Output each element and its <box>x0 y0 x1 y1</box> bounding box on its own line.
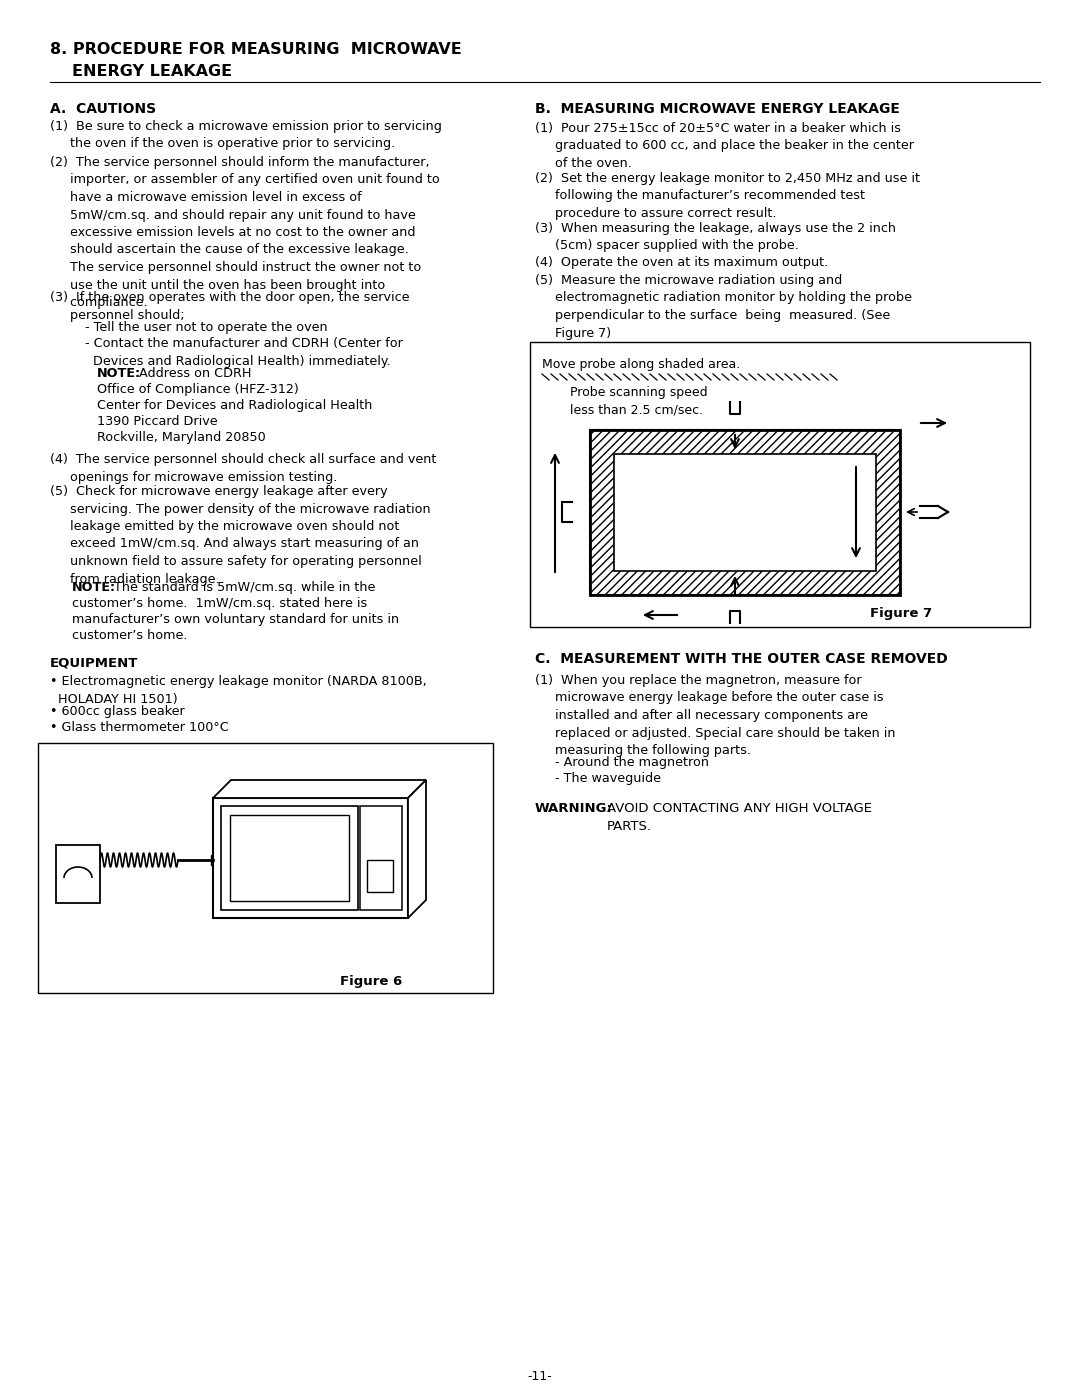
Bar <box>590 455 615 571</box>
Text: Probe scanning speed
less than 2.5 cm/sec.: Probe scanning speed less than 2.5 cm/se… <box>570 386 707 417</box>
Text: (5)  Check for microwave energy leakage after every
     servicing. The power de: (5) Check for microwave energy leakage a… <box>50 485 431 586</box>
Bar <box>590 571 900 595</box>
Text: AVOID CONTACTING ANY HIGH VOLTAGE: AVOID CONTACTING ANY HIGH VOLTAGE <box>607 802 872 816</box>
Bar <box>590 429 900 595</box>
Bar <box>615 455 876 571</box>
Polygon shape <box>213 781 426 797</box>
Bar <box>211 855 217 865</box>
Bar <box>530 341 1030 627</box>
Text: (2)  Set the energy leakage monitor to 2,450 MHz and use it
     following the m: (2) Set the energy leakage monitor to 2,… <box>535 172 920 220</box>
Bar <box>221 806 357 909</box>
Bar <box>590 429 900 455</box>
Bar <box>230 816 349 901</box>
Text: customer’s home.: customer’s home. <box>72 630 188 642</box>
Text: Figure 7: Figure 7 <box>870 607 932 620</box>
Text: (4)  The service personnel should check all surface and vent
     openings for m: (4) The service personnel should check a… <box>50 453 436 484</box>
Text: A.  CAUTIONS: A. CAUTIONS <box>50 102 157 116</box>
Text: Figure 6: Figure 6 <box>340 975 402 988</box>
Polygon shape <box>408 781 426 918</box>
Text: Center for Devices and Radiological Health: Center for Devices and Radiological Heal… <box>97 399 373 411</box>
Text: B.  MEASURING MICROWAVE ENERGY LEAKAGE: B. MEASURING MICROWAVE ENERGY LEAKAGE <box>535 102 900 116</box>
Bar <box>876 455 900 571</box>
Text: (2)  The service personnel should inform the manufacturer,
     importer, or ass: (2) The service personnel should inform … <box>50 157 440 309</box>
Text: (1)  Pour 275±15cc of 20±5°C water in a beaker which is
     graduated to 600 cc: (1) Pour 275±15cc of 20±5°C water in a b… <box>535 122 914 171</box>
Text: (3)  If the oven operates with the door open, the service
     personnel should;: (3) If the oven operates with the door o… <box>50 291 409 322</box>
Text: - Contact the manufacturer and CDRH (Center for
  Devices and Radiological Healt: - Contact the manufacturer and CDRH (Cen… <box>85 337 403 368</box>
Text: 8. PROCEDURE FOR MEASURING  MICROWAVE: 8. PROCEDURE FOR MEASURING MICROWAVE <box>50 42 462 57</box>
Text: - Tell the user not to operate the oven: - Tell the user not to operate the oven <box>85 320 327 334</box>
Text: 1390 Piccard Drive: 1390 Piccard Drive <box>97 416 218 428</box>
Text: Address on CDRH: Address on CDRH <box>135 367 252 381</box>
Bar <box>590 429 900 595</box>
Text: NOTE:: NOTE: <box>72 581 117 595</box>
Text: Rockville, Maryland 20850: Rockville, Maryland 20850 <box>97 431 266 443</box>
Text: The standard is 5mW/cm.sq. while in the: The standard is 5mW/cm.sq. while in the <box>110 581 376 595</box>
Text: NOTE:: NOTE: <box>97 367 141 381</box>
Text: Move probe along shaded area.: Move probe along shaded area. <box>542 358 740 371</box>
Text: (3)  When measuring the leakage, always use the 2 inch
     (5cm) spacer supplie: (3) When measuring the leakage, always u… <box>535 222 896 252</box>
Text: (5)  Measure the microwave radiation using and
     electromagnetic radiation mo: (5) Measure the microwave radiation usin… <box>535 274 912 340</box>
Bar <box>38 743 492 993</box>
Bar <box>360 806 402 909</box>
Text: • Electromagnetic energy leakage monitor (NARDA 8100B,
  HOLADAY HI 1501): • Electromagnetic energy leakage monitor… <box>50 674 427 705</box>
Text: (1)  When you replace the magnetron, measure for
     microwave energy leakage b: (1) When you replace the magnetron, meas… <box>535 674 895 757</box>
Text: - Around the magnetron: - Around the magnetron <box>555 755 708 769</box>
Text: (4)  Operate the oven at its maximum output.: (4) Operate the oven at its maximum outp… <box>535 256 828 269</box>
Text: manufacturer’s own voluntary standard for units in: manufacturer’s own voluntary standard fo… <box>72 613 400 625</box>
Bar <box>213 797 408 918</box>
Text: • Glass thermometer 100°C: • Glass thermometer 100°C <box>50 720 229 734</box>
Text: (1)  Be sure to check a microwave emission prior to servicing
     the oven if t: (1) Be sure to check a microwave emissio… <box>50 120 442 151</box>
Text: - The waveguide: - The waveguide <box>555 772 661 785</box>
Text: ENERGY LEAKAGE: ENERGY LEAKAGE <box>72 64 232 78</box>
Text: • 600cc glass beaker: • 600cc glass beaker <box>50 705 185 718</box>
Bar <box>367 860 393 893</box>
Text: -11-: -11- <box>528 1370 552 1384</box>
Text: Office of Compliance (HFZ-312): Office of Compliance (HFZ-312) <box>97 383 299 396</box>
Text: EQUIPMENT: EQUIPMENT <box>50 658 138 670</box>
Text: WARNING:: WARNING: <box>535 802 612 816</box>
Text: C.  MEASUREMENT WITH THE OUTER CASE REMOVED: C. MEASUREMENT WITH THE OUTER CASE REMOV… <box>535 652 948 666</box>
Bar <box>56 845 100 902</box>
Text: customer’s home.  1mW/cm.sq. stated here is: customer’s home. 1mW/cm.sq. stated here … <box>72 597 367 610</box>
Text: PARTS.: PARTS. <box>607 820 652 832</box>
